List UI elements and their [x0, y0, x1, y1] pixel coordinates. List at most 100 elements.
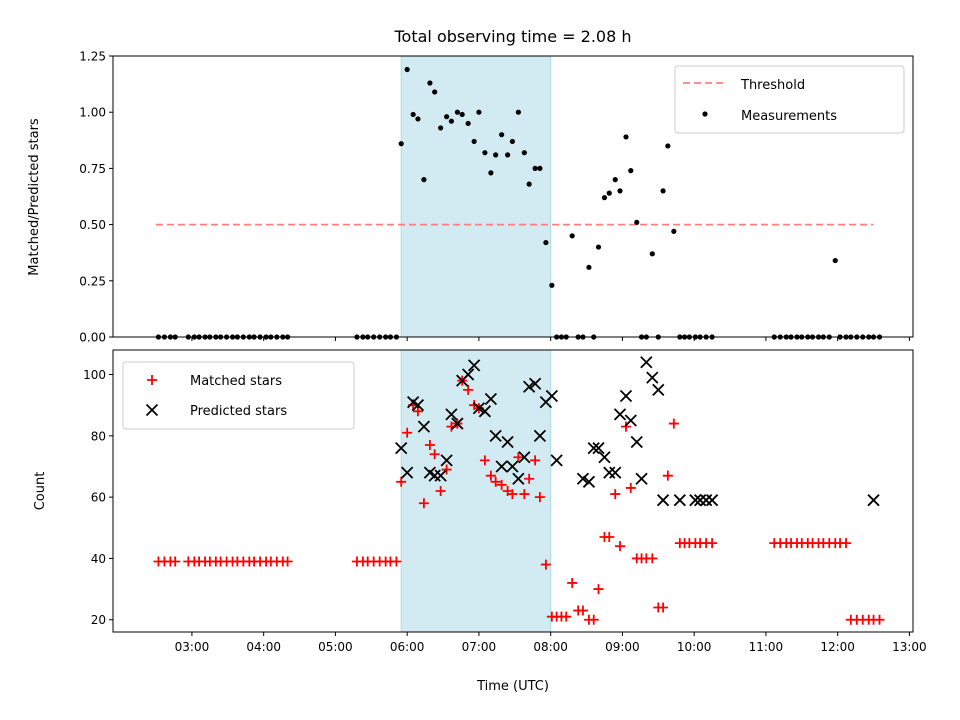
matched-star-point — [530, 455, 541, 466]
predicted-star-point — [867, 494, 880, 507]
legend-predicted-label: Predicted stars — [190, 404, 287, 419]
matched-star-point — [429, 449, 440, 460]
measurement-point — [537, 165, 543, 171]
x-tick-label: 07:00 — [462, 640, 497, 654]
predicted-star-point — [630, 435, 643, 449]
top-panel: 0.00 0.25 0.50 0.75 1.00 1.25 Matched/Predict… — [27, 50, 914, 345]
predicted-star-point — [518, 451, 531, 464]
matched-star-point — [490, 476, 501, 487]
predicted-star-point — [401, 466, 414, 479]
y-tick-label: 100 — [83, 368, 106, 382]
x-tick-label: 03:00 — [175, 640, 210, 654]
measurement-point — [427, 80, 433, 86]
measurement-point — [421, 177, 427, 183]
predicted-star-point — [501, 435, 514, 449]
predicted-star-point — [489, 429, 502, 442]
measurement-point — [444, 114, 450, 120]
y-tick-label: 20 — [91, 613, 106, 627]
y-tick-label: 1.00 — [79, 106, 106, 120]
top-highlight-span — [400, 55, 552, 338]
predicted-star-point — [592, 441, 605, 455]
predicted-star-point — [533, 429, 547, 442]
matched-star-point — [513, 452, 524, 463]
predicted-star-point — [582, 475, 596, 488]
measurement-point — [702, 111, 708, 117]
predicted-star-point — [587, 441, 600, 455]
predicted-star-point — [619, 389, 633, 403]
matched-star-point — [282, 556, 293, 567]
predicted-star-point — [613, 408, 627, 421]
predicted-star-point — [434, 469, 447, 482]
top-legend: Threshold Measurements — [674, 65, 905, 134]
x-tick-label: 12:00 — [820, 640, 855, 654]
measurement-point — [569, 233, 575, 239]
predicted-star-point — [545, 389, 559, 403]
measurement-point — [671, 228, 677, 234]
measurement-point — [448, 118, 455, 124]
matched-star-point — [841, 538, 852, 549]
measurement-point — [832, 257, 838, 264]
measurement-point — [532, 165, 538, 171]
x-tick-label: 08:00 — [533, 640, 568, 654]
measurement-point — [515, 109, 521, 115]
measurement-point — [471, 138, 477, 145]
y-tick-label: 0.25 — [79, 274, 106, 288]
bottom-highlight-span — [400, 349, 552, 633]
measurement-point — [628, 168, 634, 174]
x-tick-label: 05:00 — [318, 640, 353, 654]
matched-star-point — [418, 498, 429, 509]
bottom-legend: Matched stars Predicted stars — [122, 361, 355, 430]
top-y-axis-label: Matched/Predicted stars — [27, 118, 42, 276]
matched-star-point — [396, 476, 407, 487]
measurement-point — [649, 251, 655, 257]
predicted-star-point — [699, 494, 713, 507]
matched-star-point — [485, 470, 496, 481]
measurement-point — [586, 264, 592, 270]
predicted-star-point — [478, 405, 492, 418]
measurement-point — [454, 109, 460, 115]
matched-star-point — [424, 440, 435, 451]
matched-star-point — [567, 577, 578, 588]
predicted-star-point — [472, 402, 486, 415]
bottom-panel: 20 40 60 80 100 03:00 04:00 05:00 06:00 07:00 08:… — [33, 349, 927, 694]
predicted-star-point — [495, 460, 508, 473]
predicted-star-point — [506, 460, 519, 473]
matched-star-point — [540, 559, 551, 570]
predicted-star-point — [656, 494, 670, 507]
predicted-star-point — [428, 469, 441, 482]
matched-star-point — [874, 614, 885, 625]
measurement-point — [493, 152, 499, 158]
matched-star-point — [496, 479, 507, 490]
measurement-point — [410, 111, 416, 118]
matched-star-point — [593, 584, 604, 595]
measurement-point — [438, 125, 444, 131]
measurement-point — [465, 120, 471, 127]
predicted-star-point — [512, 472, 525, 485]
matched-star-point — [668, 418, 679, 429]
predicted-star-point — [411, 399, 425, 412]
measurement-point — [398, 141, 404, 147]
predicted-star-point — [673, 494, 686, 507]
x-tick-label: 06:00 — [390, 640, 425, 654]
matched-star-point — [577, 605, 588, 616]
y-tick-label: 60 — [91, 491, 106, 505]
matched-star-point — [621, 421, 632, 432]
measurement-point — [606, 190, 612, 196]
matched-star-point — [707, 538, 718, 549]
predicted-star-point — [417, 420, 431, 433]
x-axis-label: Time (UTC) — [476, 679, 549, 694]
predicted-star-point — [467, 359, 481, 372]
legend-predicted-swatch — [145, 403, 159, 417]
measurement-point — [404, 66, 410, 73]
predicted-star-point — [576, 472, 590, 485]
matched-star-point — [435, 486, 446, 496]
matched-star-point — [561, 611, 572, 622]
predicted-star-point — [635, 472, 648, 485]
predicted-star-point — [689, 494, 702, 507]
matched-star-point — [615, 541, 626, 552]
measurement-point — [549, 282, 555, 288]
top-axes-frame — [112, 55, 914, 338]
matched-star-point — [391, 556, 402, 567]
measurement-point — [459, 111, 465, 118]
measurement-point — [612, 177, 618, 183]
